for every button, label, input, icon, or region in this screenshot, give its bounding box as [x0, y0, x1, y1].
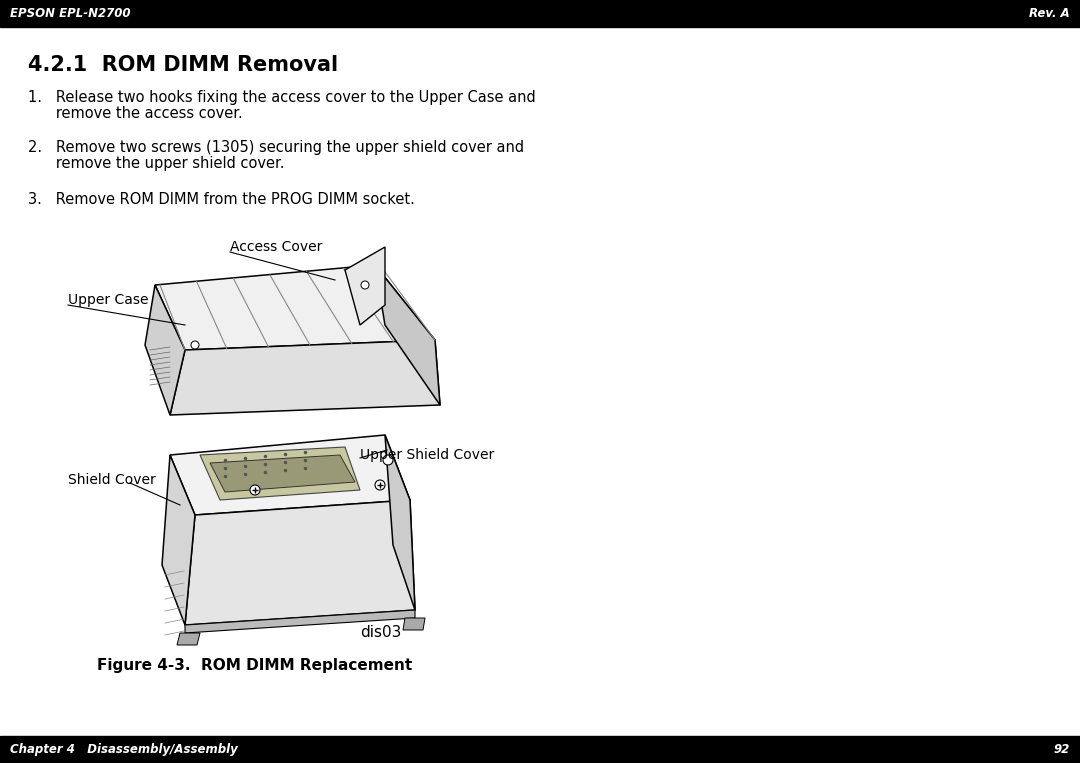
Text: EPSON EPL-N2700: EPSON EPL-N2700 — [10, 7, 131, 20]
Polygon shape — [145, 285, 185, 415]
Text: remove the upper shield cover.: remove the upper shield cover. — [28, 156, 284, 171]
Polygon shape — [375, 265, 440, 405]
Circle shape — [361, 281, 369, 289]
Polygon shape — [170, 340, 440, 415]
Text: remove the access cover.: remove the access cover. — [28, 106, 243, 121]
Polygon shape — [162, 455, 195, 625]
Polygon shape — [345, 247, 384, 325]
Circle shape — [383, 455, 393, 465]
Bar — [0, 0, 1080, 27]
Bar — [0, 736, 1080, 763]
Text: Access Cover: Access Cover — [230, 240, 322, 254]
Text: Rev. A: Rev. A — [1029, 7, 1070, 20]
Polygon shape — [403, 618, 426, 630]
Text: 92: 92 — [1054, 743, 1070, 756]
Circle shape — [249, 485, 260, 495]
Text: Chapter 4   Disassembly/Assembly: Chapter 4 Disassembly/Assembly — [10, 743, 238, 756]
Text: 1.   Release two hooks fixing the access cover to the Upper Case and: 1. Release two hooks fixing the access c… — [28, 90, 536, 105]
Polygon shape — [185, 610, 415, 633]
Text: 2.   Remove two screws (1305) securing the upper shield cover and: 2. Remove two screws (1305) securing the… — [28, 140, 524, 155]
Polygon shape — [177, 633, 200, 645]
Text: dis03: dis03 — [360, 625, 402, 640]
Polygon shape — [170, 435, 410, 515]
Text: Figure 4-3.  ROM DIMM Replacement: Figure 4-3. ROM DIMM Replacement — [97, 658, 413, 673]
Text: 4.2.1  ROM DIMM Removal: 4.2.1 ROM DIMM Removal — [28, 55, 338, 75]
Text: 3.   Remove ROM DIMM from the PROG DIMM socket.: 3. Remove ROM DIMM from the PROG DIMM so… — [28, 192, 415, 207]
Polygon shape — [185, 500, 415, 625]
Circle shape — [191, 341, 199, 349]
Polygon shape — [210, 455, 355, 492]
Polygon shape — [156, 265, 435, 350]
Text: Upper Case: Upper Case — [68, 293, 149, 307]
Polygon shape — [200, 447, 360, 500]
Text: Shield Cover: Shield Cover — [68, 473, 156, 487]
Polygon shape — [384, 435, 415, 610]
Circle shape — [375, 480, 384, 490]
Text: Upper Shield Cover: Upper Shield Cover — [360, 448, 495, 462]
